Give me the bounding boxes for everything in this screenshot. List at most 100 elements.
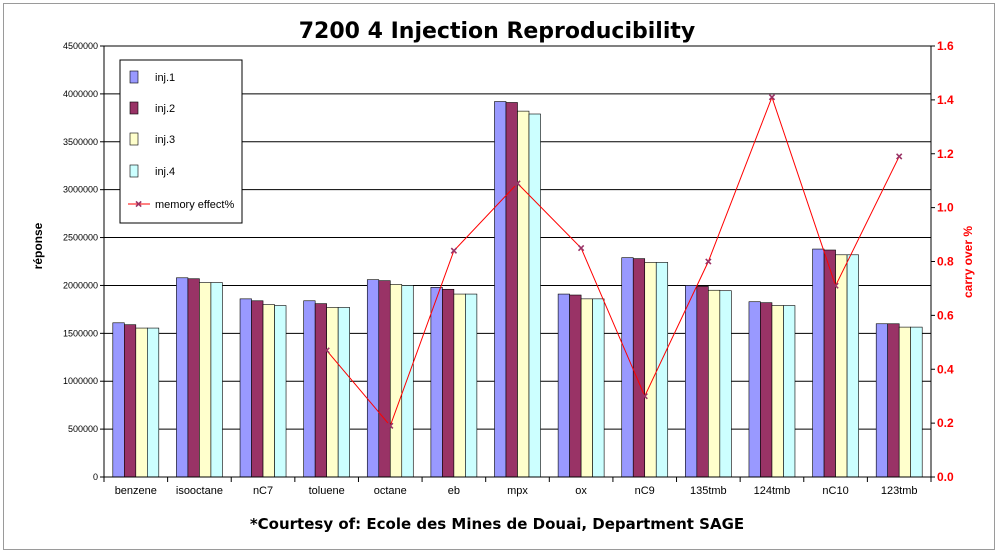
- x-tick-label: 123tmb: [881, 485, 918, 497]
- bar-inj-2-123tmb: [887, 323, 900, 478]
- memory-effect-marker-toluene: [323, 347, 330, 354]
- memory-effect-marker-octane: [387, 422, 394, 429]
- bar-inj-3-benzene: [135, 327, 148, 478]
- x-tick-label: eb: [448, 485, 460, 497]
- memory-effect-marker-135tmb: [705, 258, 712, 265]
- bar-inj-1-124tmb: [748, 301, 761, 478]
- y-tick-label: 3500000: [63, 137, 98, 147]
- bar-inj-3-nC7: [262, 304, 275, 478]
- bar-inj-2-toluene: [314, 303, 327, 478]
- y2-tick-label: 1.0: [937, 201, 954, 215]
- x-tick-label: isooctane: [176, 485, 223, 497]
- bar-inj-1-nC7: [239, 298, 252, 478]
- bar-inj-1-123tmb: [875, 323, 888, 478]
- legend-marker-sample: [135, 200, 142, 208]
- bar-inj-3-135tmb: [708, 289, 721, 478]
- bar-inj-4-135tmb: [719, 290, 732, 478]
- bar-inj-3-ox: [580, 298, 593, 478]
- bar-inj-4-benzene: [147, 327, 160, 478]
- x-tick-label: toluene: [309, 485, 345, 497]
- y2-tick-label: 1.6: [937, 39, 954, 53]
- bar-inj-4-toluene: [337, 307, 350, 478]
- x-tick-label: nC10: [822, 485, 848, 497]
- y-axis-label: réponse: [31, 222, 45, 269]
- x-tick-label: nC7: [253, 485, 273, 497]
- bar-inj-4-mpx: [528, 113, 541, 478]
- bar-inj-4-124tmb: [783, 305, 796, 478]
- bar-inj-1-isooctane: [176, 277, 189, 478]
- bar-inj-1-benzene: [112, 322, 125, 478]
- memory-effect-marker-eb: [450, 247, 458, 254]
- y-tick-label: 1000000: [63, 376, 98, 386]
- legend: inj.1 inj.2 inj.3 inj.4 memory effect%: [119, 59, 243, 224]
- bar-inj-2-nC7: [251, 300, 264, 478]
- legend-label: inj.3: [155, 134, 175, 146]
- y2-tick-label: 0.4: [937, 362, 954, 376]
- bar-inj-2-nC9: [632, 258, 646, 478]
- bar-inj-1-toluene: [303, 300, 316, 478]
- bar-inj-2-benzene: [124, 324, 137, 478]
- y-tick-label: 4500000: [63, 41, 98, 51]
- memory-effect-marker-nC10: [832, 282, 839, 289]
- y2-tick-label: 0.6: [937, 308, 954, 322]
- bar-inj-4-nC9: [655, 262, 669, 478]
- bar-inj-2-mpx: [505, 102, 518, 478]
- bar-inj-3-octane: [389, 284, 403, 478]
- chart-title: 7200 4 Injection Reproducibility: [299, 19, 696, 44]
- y-tick-label: 500000: [68, 424, 98, 434]
- bar-inj-4-isooctane: [210, 282, 223, 478]
- legend-swatch-inj-1: [129, 70, 139, 84]
- y-tick-label: 2500000: [63, 233, 98, 243]
- bar-inj-1-octane: [366, 279, 380, 478]
- bar-inj-2-isooctane: [187, 278, 200, 478]
- bar-inj-2-ox: [569, 294, 582, 478]
- bar-inj-4-octane: [401, 285, 414, 478]
- bar-inj-4-ox: [592, 298, 605, 478]
- bar-inj-1-eb: [430, 287, 443, 478]
- bar-inj-1-135tmb: [685, 285, 698, 478]
- bar-inj-1-mpx: [494, 101, 507, 478]
- bar-inj-3-mpx: [517, 110, 530, 478]
- legend-swatch-inj-3: [129, 132, 139, 146]
- y2-tick-label: 1.4: [937, 93, 954, 107]
- memory-effect-marker-mpx: [514, 180, 521, 187]
- memory-effect-marker-124tmb: [768, 94, 776, 101]
- bar-inj-2-135tmb: [696, 286, 709, 478]
- legend-label: memory effect%: [155, 199, 234, 211]
- bar-inj-3-123tmb: [898, 326, 911, 478]
- bar-inj-1-nC9: [621, 257, 634, 478]
- x-tick-label: 135tmb: [690, 485, 727, 497]
- y2-axis-ticks: 0.0 0.2 0.4 0.6 0.8 1.0 1.2 1.4 1.6: [931, 39, 954, 484]
- legend-label: inj.1: [155, 72, 175, 84]
- bar-inj-4-123tmb: [910, 326, 923, 478]
- bar-inj-2-124tmb: [760, 302, 773, 478]
- y2-tick-label: 1.2: [937, 147, 954, 161]
- memory-effect-line: [323, 94, 903, 429]
- x-tick-label: octane: [374, 485, 407, 497]
- y2-axis-label: carry over %: [961, 226, 975, 298]
- bar-inj-3-toluene: [326, 307, 339, 478]
- bar-inj-1-ox: [557, 293, 570, 478]
- x-tick-label: nC9: [635, 485, 655, 497]
- bar-inj-4-nC7: [274, 305, 287, 478]
- y2-tick-label: 0.0: [937, 470, 954, 484]
- legend-label: inj.2: [155, 103, 175, 115]
- bar-inj-3-eb: [453, 293, 466, 478]
- x-tick-label: ox: [575, 485, 587, 497]
- bar-inj-3-isooctane: [199, 282, 212, 478]
- legend-swatch-inj-2: [129, 101, 139, 115]
- legend-label: inj.4: [155, 166, 175, 178]
- bar-inj-4-nC10: [846, 254, 859, 478]
- bar-inj-2-eb: [442, 288, 455, 478]
- y2-tick-label: 0.2: [937, 416, 954, 430]
- y-tick-label: 4000000: [63, 89, 98, 99]
- x-tick-label: benzene: [115, 485, 157, 497]
- y-tick-label: 3000000: [63, 185, 98, 195]
- bar-inj-1-nC10: [812, 248, 825, 478]
- x-tick-label: mpx: [507, 485, 528, 497]
- y-axis-ticks: 0 500000 1000000 1500000 2000000 2500000 30000…: [63, 41, 104, 482]
- memory-effect-marker-ox: [577, 244, 585, 252]
- y-tick-label: 2000000: [63, 280, 98, 290]
- bar-inj-4-eb: [465, 293, 478, 478]
